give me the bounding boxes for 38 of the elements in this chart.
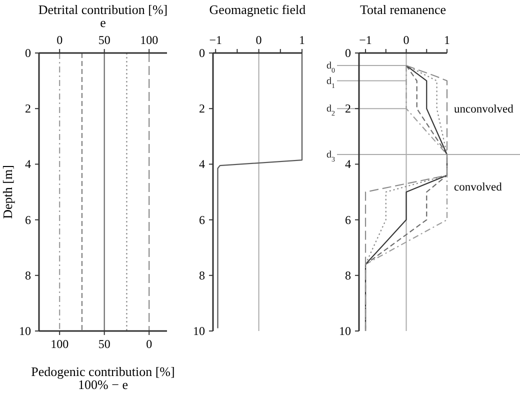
- y-axis-title: Depth [m]: [0, 165, 15, 219]
- y-tick-label: 0: [345, 46, 351, 60]
- y-tick-label: 10: [19, 324, 31, 338]
- chart-title: Geomagnetic field: [209, 2, 306, 17]
- annotation: unconvolved: [454, 104, 514, 116]
- x-tick-label: 1: [299, 33, 305, 47]
- y-tick-label: 10: [193, 324, 205, 338]
- y-tick-label: 0: [25, 46, 31, 60]
- y-tick-label: 2: [345, 102, 351, 116]
- ref-line-label: d$_{2}$: [326, 104, 336, 118]
- x-tick-label: 0: [256, 33, 262, 47]
- annotation: convolved: [454, 181, 502, 194]
- ref-line-label: d$_{1}$: [326, 76, 336, 90]
- y-tick-label: 6: [25, 212, 31, 227]
- x-axis-title: Pedogenic contribution [%] 100% − e: [31, 364, 175, 392]
- x-tick-label: −1: [359, 33, 372, 47]
- x-tick-label: 50: [98, 337, 110, 351]
- y-tick-label: 4: [199, 157, 205, 172]
- chart-title: Total remanence: [360, 2, 446, 17]
- y-tick-label: 8: [345, 268, 351, 282]
- y-tick-label: 8: [25, 268, 31, 282]
- y-tick-label: 8: [199, 268, 205, 282]
- ref-line-label: d$_{0}$: [326, 60, 336, 75]
- x-tick-label: 1: [444, 33, 450, 47]
- ref-line-label: d$_{3}$: [326, 149, 336, 164]
- x-tick-label: 0: [146, 337, 152, 351]
- y-tick-label: 6: [199, 212, 205, 227]
- x-tick-label: 100: [50, 337, 69, 351]
- y-tick-label: 0: [199, 46, 205, 60]
- y-tick-label: 6: [345, 212, 351, 227]
- y-tick-label: 10: [339, 324, 351, 338]
- y-tick-label: 2: [199, 102, 205, 116]
- y-tick-label: 2: [25, 102, 31, 116]
- y-tick-label: 4: [345, 157, 351, 172]
- x-tick-label: 0: [403, 33, 410, 47]
- x2-axis-title: Detrital contribution [%] e: [38, 2, 168, 30]
- x-tick-label: −1: [209, 33, 222, 47]
- y-tick-label: 4: [25, 157, 31, 172]
